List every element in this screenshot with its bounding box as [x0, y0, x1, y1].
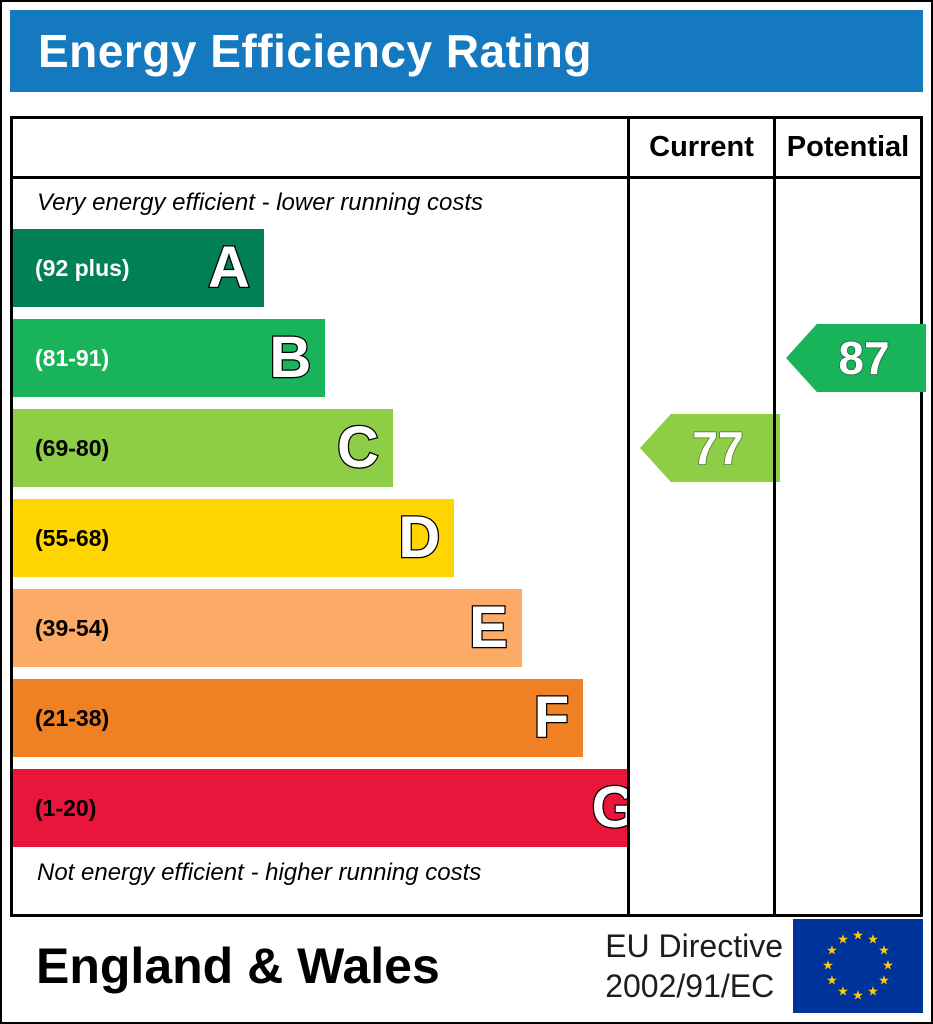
svg-text:★: ★ — [826, 973, 838, 988]
band-a-letter: A — [207, 235, 251, 300]
band-d-range: (55-68) — [35, 524, 110, 551]
rating-table: Current Potential Very energy efficient … — [10, 116, 926, 917]
potential-value: 87 — [838, 331, 891, 385]
band-b-letter: B — [268, 325, 312, 390]
potential-column-header: Potential — [773, 119, 920, 179]
band-c: (69-80) C — [13, 409, 393, 487]
potential-arrow: 87 — [786, 324, 926, 392]
eu-directive-line1: EU Directive — [605, 927, 783, 964]
svg-text:★: ★ — [878, 943, 890, 958]
footer: England & Wales EU Directive 2002/91/EC … — [10, 917, 923, 1014]
band-g: (1-20) G — [13, 769, 627, 847]
svg-text:★: ★ — [852, 988, 864, 1003]
region-label: England & Wales — [36, 937, 440, 994]
svg-text:★: ★ — [837, 984, 849, 999]
band-b: (81-91) B — [13, 319, 326, 397]
band-e-range: (39-54) — [35, 614, 110, 641]
eu-directive-line2: 2002/91/EC — [605, 967, 775, 1004]
current-arrow: 77 — [640, 414, 780, 482]
band-b-range: (81-91) — [35, 344, 110, 371]
band-c-range: (69-80) — [35, 434, 110, 461]
current-value: 77 — [692, 421, 745, 475]
eu-directive-text: EU Directive 2002/91/EC — [605, 926, 783, 1006]
svg-text:★: ★ — [837, 932, 849, 947]
bottom-note: Not energy efficient - higher running co… — [37, 859, 482, 886]
svg-text:★: ★ — [867, 932, 879, 947]
band-g-range: (1-20) — [35, 794, 97, 821]
band-f-letter: F — [532, 685, 570, 750]
page-title: Energy Efficiency Rating — [38, 25, 592, 77]
svg-text:★: ★ — [852, 928, 864, 943]
svg-text:★: ★ — [867, 984, 879, 999]
svg-text:★: ★ — [878, 973, 890, 988]
potential-column: 87 — [773, 179, 926, 914]
eu-flag-icon: ★ ★ ★ ★ ★ ★ ★ ★ ★ ★ ★ ★ — [793, 918, 923, 1013]
band-f: (21-38) F — [13, 679, 584, 757]
band-f-range: (21-38) — [35, 704, 110, 731]
band-c-letter: C — [336, 415, 380, 480]
top-note: Very energy efficient - lower running co… — [37, 189, 483, 216]
bands-column: Very energy efficient - lower running co… — [13, 179, 627, 914]
svg-text:★: ★ — [822, 958, 834, 973]
band-g-letter: G — [590, 777, 627, 838]
band-a-range: (92 plus) — [35, 254, 130, 281]
svg-text:★: ★ — [826, 943, 838, 958]
svg-text:★: ★ — [882, 958, 894, 973]
header-banner: Energy Efficiency Rating — [10, 10, 923, 92]
table-corner-cell — [13, 119, 627, 179]
current-column: 77 — [627, 179, 780, 914]
band-d: (55-68) D — [13, 499, 455, 577]
band-e-letter: E — [468, 595, 509, 660]
current-column-header: Current — [627, 119, 773, 179]
band-a: (92 plus) A — [13, 229, 264, 307]
eu-flag-field — [793, 918, 923, 1013]
band-e: (39-54) E — [13, 589, 522, 667]
band-d-letter: D — [397, 505, 441, 570]
